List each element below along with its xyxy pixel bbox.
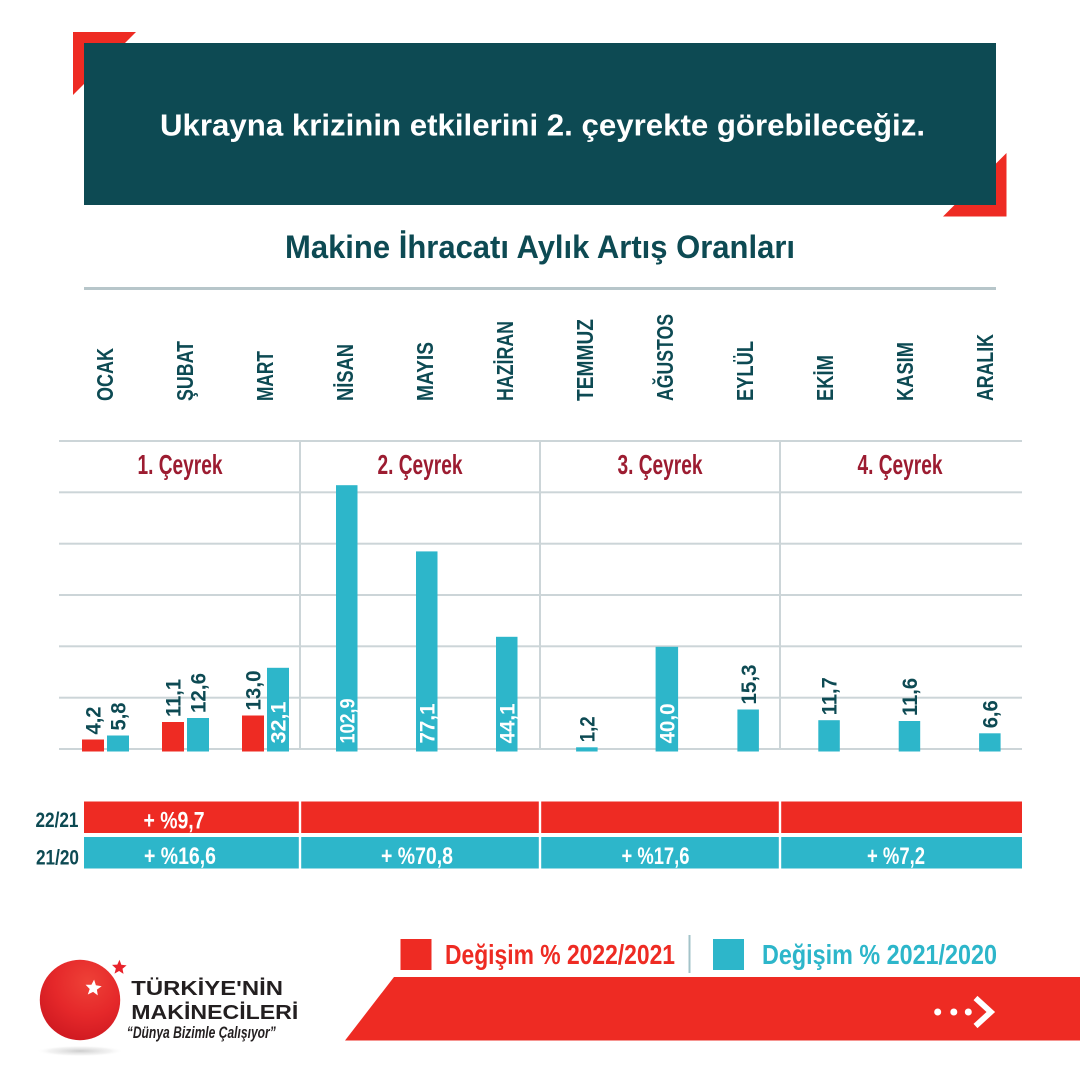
svg-text:TEMMUZ: TEMMUZ xyxy=(572,319,598,401)
svg-text:ARALIK: ARALIK xyxy=(972,334,998,401)
svg-text:MAYIS: MAYIS xyxy=(412,342,438,401)
svg-text:AĞUSTOS: AĞUSTOS xyxy=(651,314,678,401)
svg-text:1,2: 1,2 xyxy=(577,716,600,742)
svg-text:HAZİRAN: HAZİRAN xyxy=(492,321,518,401)
svg-text:EKİM: EKİM xyxy=(812,355,838,401)
svg-text:Değişim % 2022/2021: Değişim % 2022/2021 xyxy=(445,939,675,970)
svg-text:KASIM: KASIM xyxy=(892,342,918,401)
svg-text:3. Çeyrek: 3. Çeyrek xyxy=(618,449,703,480)
svg-text:13,0: 13,0 xyxy=(243,671,266,711)
svg-text:+ %17,6: + %17,6 xyxy=(622,843,690,870)
svg-text:MAKİNECİLERİ: MAKİNECİLERİ xyxy=(131,1001,298,1024)
svg-text:+ %9,7: + %9,7 xyxy=(144,808,205,835)
svg-text:OCAK: OCAK xyxy=(92,348,118,401)
svg-text:+ %70,8: + %70,8 xyxy=(381,843,453,870)
svg-text:15,3: 15,3 xyxy=(738,665,761,705)
svg-text:6,6: 6,6 xyxy=(980,700,1003,728)
svg-text:Makine İhracatı Aylık Artış Or: Makine İhracatı Aylık Artış Oranları xyxy=(285,229,795,265)
svg-text:Ukrayna krizinin etkilerini 2.: Ukrayna krizinin etkilerini 2. çeyrekte … xyxy=(160,108,925,143)
svg-text:ŞUBAT: ŞUBAT xyxy=(172,341,198,401)
svg-text:11,7: 11,7 xyxy=(819,677,842,715)
svg-text:11,6: 11,6 xyxy=(899,678,922,716)
svg-text:5,8: 5,8 xyxy=(108,702,131,730)
svg-text:40,0: 40,0 xyxy=(657,704,680,744)
svg-text:+ %7,2: + %7,2 xyxy=(867,843,925,870)
svg-text:22/21: 22/21 xyxy=(36,809,79,832)
svg-text:EYLÜL: EYLÜL xyxy=(732,341,758,401)
svg-text:32,1: 32,1 xyxy=(268,701,291,743)
svg-text:21/20: 21/20 xyxy=(36,847,79,870)
svg-text:MART: MART xyxy=(252,351,278,401)
svg-text:NİSAN: NİSAN xyxy=(332,344,358,401)
svg-text:4. Çeyrek: 4. Çeyrek xyxy=(858,449,943,480)
svg-text:TÜRKİYE'NİN: TÜRKİYE'NİN xyxy=(131,977,283,1000)
svg-text:“Dünya Bizimle Çalışıyor”: “Dünya Bizimle Çalışıyor” xyxy=(127,1023,276,1042)
svg-text:+ %16,6: + %16,6 xyxy=(144,843,216,870)
svg-text:11,1: 11,1 xyxy=(163,679,186,717)
svg-text:Değişim % 2021/2020: Değişim % 2021/2020 xyxy=(762,939,997,970)
svg-text:12,6: 12,6 xyxy=(188,673,211,713)
svg-text:1. Çeyrek: 1. Çeyrek xyxy=(138,449,223,480)
svg-text:2. Çeyrek: 2. Çeyrek xyxy=(378,449,463,480)
svg-text:44,1: 44,1 xyxy=(496,703,519,743)
svg-text:102,9: 102,9 xyxy=(336,699,359,744)
svg-text:4,2: 4,2 xyxy=(83,707,106,735)
svg-text:77,1: 77,1 xyxy=(416,703,439,743)
